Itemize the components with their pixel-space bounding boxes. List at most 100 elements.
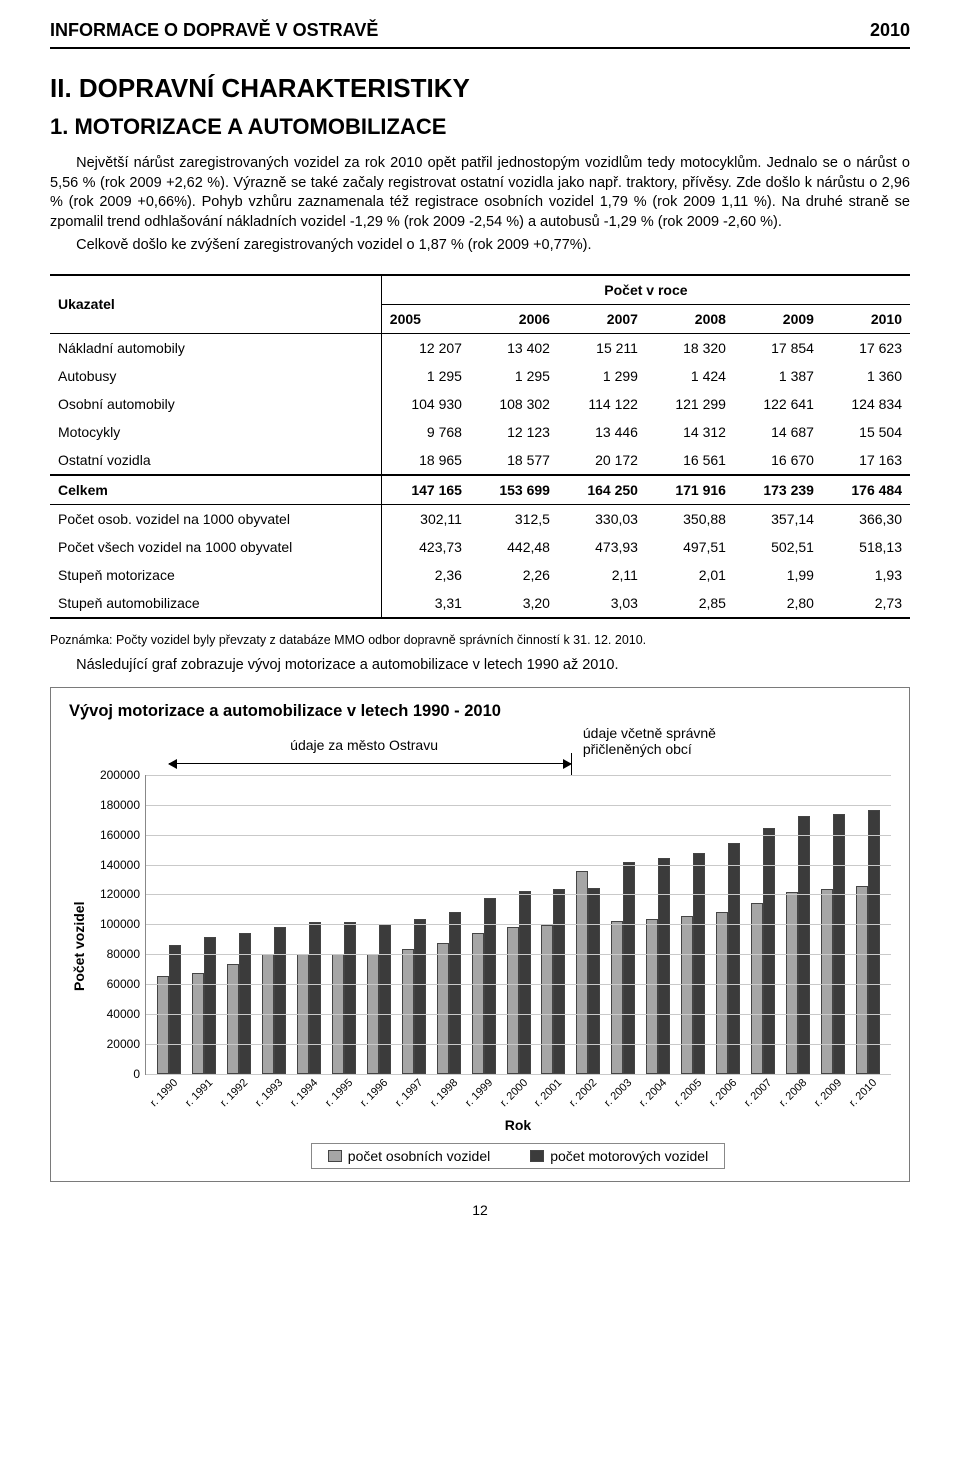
chart-bar-series-b [658, 858, 670, 1074]
table-year-header: 2009 [734, 304, 822, 333]
table-cell: 17 854 [734, 333, 822, 362]
chart-bar-series-b [379, 924, 391, 1074]
chart-bar-series-a [646, 919, 658, 1074]
subsection-title: 1. MOTORIZACE A AUTOMOBILIZACE [50, 114, 910, 140]
table-cell: 2,01 [646, 561, 734, 589]
chart-bar-series-b [414, 919, 426, 1074]
chart-plot-area: r. 1990r. 1991r. 1992r. 1993r. 1994r. 19… [145, 775, 891, 1075]
table-cell: 366,30 [822, 504, 910, 533]
table-cell: 15 504 [822, 418, 910, 446]
table-row-label: Stupeň automobilizace [50, 589, 381, 618]
header-rule [50, 47, 910, 49]
legend-swatch-a [328, 1150, 342, 1162]
chart-title: Vývoj motorizace a automobilizace v lete… [69, 702, 891, 721]
chart-bar-series-a [821, 889, 833, 1074]
table-cell: 497,51 [646, 533, 734, 561]
table-cell: 350,88 [646, 504, 734, 533]
table-cell: 2,85 [646, 589, 734, 618]
chart-bar-group: r. 2009 [815, 814, 850, 1074]
table-cell: 2,11 [558, 561, 646, 589]
table-year-header: 2007 [558, 304, 646, 333]
table-cell: 1 360 [822, 362, 910, 390]
chart-bar-group: r. 2006 [711, 843, 746, 1074]
table-cell: 171 916 [646, 475, 734, 505]
chart-legend: počet osobních vozidel počet motorových … [311, 1143, 725, 1169]
chart-xtick: r. 2009 [812, 1077, 844, 1109]
chart-bar-group: r. 2008 [780, 816, 815, 1074]
table-cell: 502,51 [734, 533, 822, 561]
chart-xtick: r. 2008 [777, 1077, 809, 1109]
chart-bar-series-b [693, 853, 705, 1074]
header-title: INFORMACE O DOPRAVĚ V OSTRAVĚ [50, 20, 378, 41]
chart-xtick: r. 1995 [323, 1077, 355, 1109]
table-row-label: Ostatní vozidla [50, 446, 381, 475]
table-row-label: Celkem [50, 475, 381, 505]
table-year-header: 2006 [470, 304, 558, 333]
page-header: INFORMACE O DOPRAVĚ V OSTRAVĚ 2010 [50, 20, 910, 41]
table-cell: 122 641 [734, 390, 822, 418]
chart-xtick: r. 1999 [463, 1077, 495, 1109]
chart-bar-series-a [402, 949, 414, 1074]
table-cell: 18 577 [470, 446, 558, 475]
chart-bar-series-a [157, 976, 169, 1074]
table-cell: 2,80 [734, 589, 822, 618]
chart-bar-group: r. 1990 [152, 945, 187, 1074]
chart-bar-group: r. 1998 [431, 912, 466, 1074]
chart-bar-series-b [449, 912, 461, 1074]
chart-bar-group: r. 2000 [501, 891, 536, 1074]
header-year: 2010 [870, 20, 910, 41]
table-row-label: Nákladní automobily [50, 333, 381, 362]
chart-xtick: r. 1992 [218, 1077, 250, 1109]
chart-arrow-range [169, 763, 570, 764]
chart-bar-series-a [751, 903, 763, 1074]
chart-bar-series-a [681, 916, 693, 1074]
chart-bar-series-b [588, 888, 600, 1074]
chart-bar-series-a [507, 927, 519, 1074]
chart-bar-series-a [716, 912, 728, 1074]
chart-bar-series-b [833, 814, 845, 1074]
table-cell: 124 834 [822, 390, 910, 418]
chart-ytick: 140000 [92, 858, 140, 872]
chart-xtick: r. 2000 [498, 1077, 530, 1109]
chart-xtick: r. 2005 [672, 1077, 704, 1109]
table-row-label: Motocykly [50, 418, 381, 446]
table-cell: 14 312 [646, 418, 734, 446]
legend-item-a: počet osobních vozidel [328, 1148, 490, 1164]
legend-label-b: počet motorových vozidel [550, 1148, 708, 1164]
chart-xaxis-label: Rok [145, 1117, 891, 1133]
chart-bar-group: r. 1995 [327, 922, 362, 1074]
page-number: 12 [50, 1202, 910, 1218]
table-row-label: Počet osob. vozidel na 1000 obyvatel [50, 504, 381, 533]
table-note: Poznámka: Počty vozidel byly převzaty z … [50, 633, 910, 647]
table-cell: 164 250 [558, 475, 646, 505]
table-cell: 1,99 [734, 561, 822, 589]
table-cell: 3,31 [381, 589, 470, 618]
chart-bar-series-a [192, 973, 204, 1074]
table-cell: 2,26 [470, 561, 558, 589]
table-cell: 18 965 [381, 446, 470, 475]
followup-text: Následující graf zobrazuje vývoj motoriz… [50, 657, 910, 673]
chart-bar-group: r. 1991 [187, 937, 222, 1074]
table-cell: 3,03 [558, 589, 646, 618]
table-cell: 147 165 [381, 475, 470, 505]
chart-bar-group: r. 2004 [641, 858, 676, 1074]
table-year-header: 2010 [822, 304, 910, 333]
chart-bar-series-b [868, 810, 880, 1074]
table-cell: 173 239 [734, 475, 822, 505]
chart-bar-series-b [204, 937, 216, 1074]
table-cell: 15 211 [558, 333, 646, 362]
chart-xtick: r. 1998 [428, 1077, 460, 1109]
table-cell: 104 930 [381, 390, 470, 418]
table-cell: 9 768 [381, 418, 470, 446]
chart-bar-group: r. 1994 [292, 922, 327, 1074]
chart-container: Vývoj motorizace a automobilizace v lete… [50, 687, 910, 1182]
chart-ytick: 120000 [92, 887, 140, 901]
chart-bar-series-b [309, 922, 321, 1074]
chart-ytick: 180000 [92, 798, 140, 812]
chart-xtick: r. 2006 [707, 1077, 739, 1109]
table-cell: 442,48 [470, 533, 558, 561]
chart-bar-series-b [519, 891, 531, 1074]
table-cell: 153 699 [470, 475, 558, 505]
table-cell: 108 302 [470, 390, 558, 418]
table-cell: 302,11 [381, 504, 470, 533]
